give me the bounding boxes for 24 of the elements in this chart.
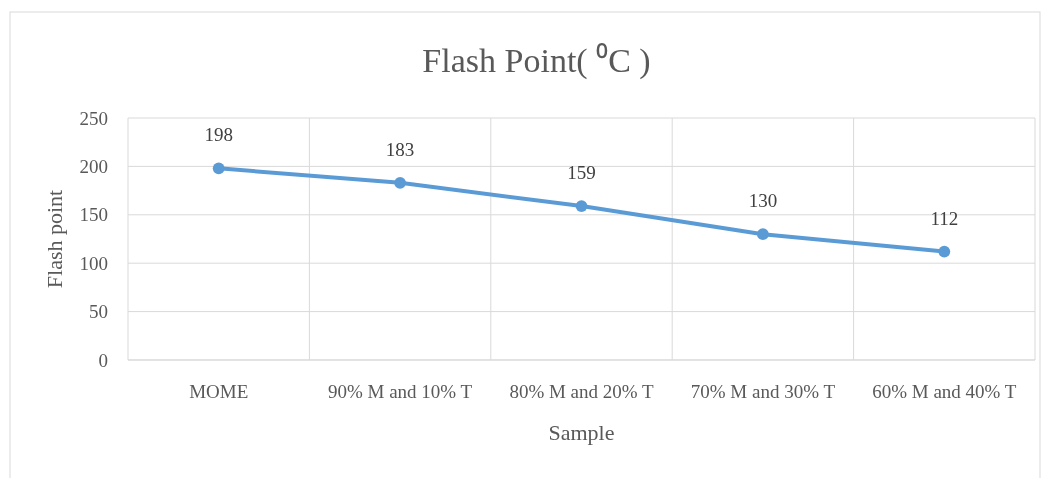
x-tick-label: 90% M and 10% T [327,381,473,402]
point [575,200,588,212]
point [938,245,951,258]
x-tick-label: 70% M and 30% T [690,381,836,402]
y-tick-label: 250 [79,107,108,129]
x-tick-label: 80% M and 20% T [509,381,655,402]
y-tick-label: 150 [79,204,108,226]
point [394,176,407,189]
data-label: 198 [204,124,233,146]
data-label: 183 [385,138,415,160]
data-label: 130 [748,190,778,212]
chart-title: Flash Point( ⁰C ) [422,42,651,80]
y-tick-label: 100 [79,252,108,274]
y-tick-label: 200 [79,156,108,178]
y-tick-label: 0 [98,349,108,371]
data-label: 112 [930,207,959,229]
y-axis-title: Flash point [42,189,67,289]
data-label: 159 [567,162,596,184]
x-tick-label: MOME [189,381,249,402]
y-tick-label: 50 [89,301,108,323]
point [756,228,769,241]
point [212,162,225,175]
x-axis-title: Sample [548,420,615,445]
x-tick-label: 60% M and 40% T [872,381,1017,402]
